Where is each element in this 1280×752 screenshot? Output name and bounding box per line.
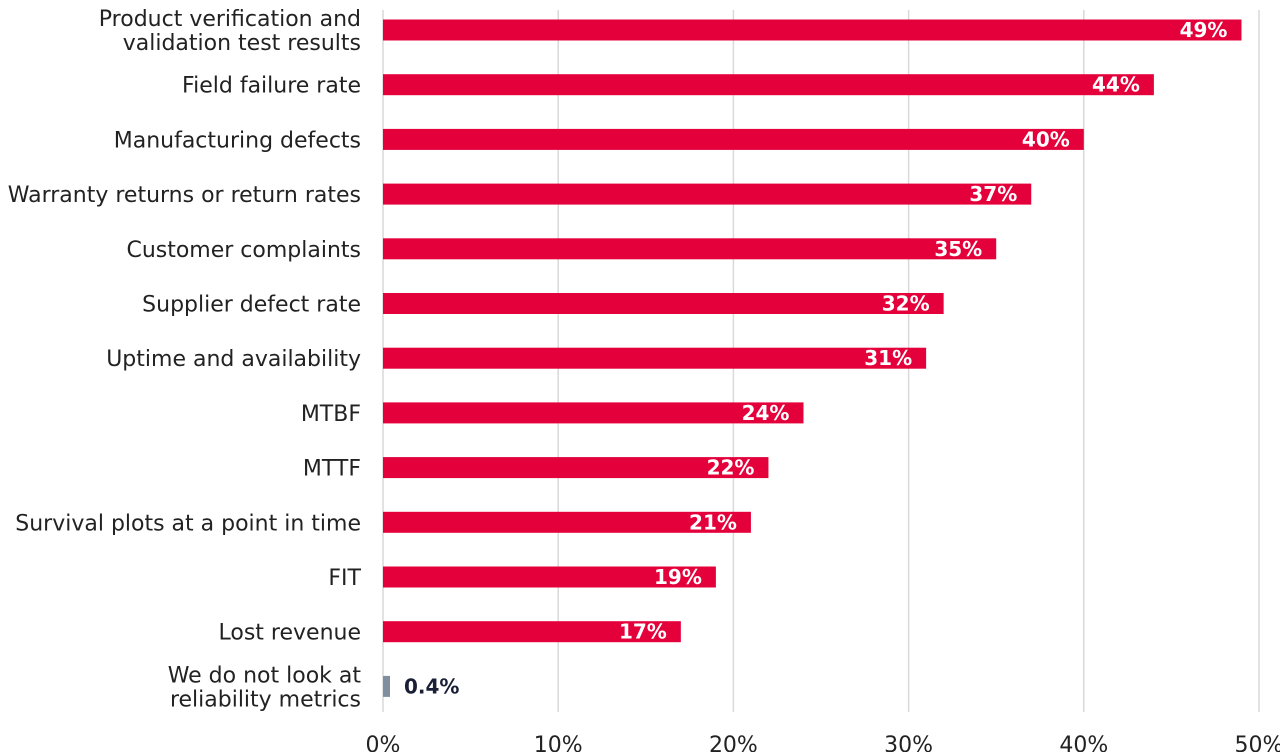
x-tick-label-20: 20% — [709, 733, 758, 752]
value-label-9: 21% — [689, 510, 737, 534]
bar-11 — [383, 621, 681, 643]
value-label-0: 49% — [1180, 18, 1228, 42]
category-label-7: MTBF — [301, 402, 361, 427]
category-label-9: Survival plots at a point in time — [15, 511, 361, 536]
category-label-4: Customer complaints — [126, 238, 361, 263]
value-label-4: 35% — [934, 237, 982, 261]
value-label-11: 17% — [619, 620, 667, 644]
bar-10 — [383, 566, 716, 588]
category-label-12: We do not look at reliability metrics — [168, 663, 362, 712]
bar-6 — [383, 347, 927, 369]
bar-8 — [383, 457, 769, 479]
category-label-2: Manufacturing defects — [114, 128, 361, 153]
value-label-8: 22% — [707, 456, 755, 480]
value-label-1: 44% — [1092, 73, 1140, 97]
bar-7 — [383, 402, 804, 424]
value-label-6: 31% — [864, 346, 912, 370]
category-label-10: FIT — [328, 566, 361, 591]
category-label-1: Field failure rate — [182, 74, 361, 99]
bar-1 — [383, 74, 1154, 96]
x-tick-label-0: 0% — [366, 733, 401, 752]
value-label-3: 37% — [969, 182, 1017, 206]
x-tick-label-30: 30% — [884, 733, 933, 752]
category-labels: Product verification and validation test … — [8, 7, 362, 712]
value-label-10: 19% — [654, 565, 702, 589]
category-label-8: MTTF — [303, 457, 361, 482]
value-label-7: 24% — [742, 401, 790, 425]
value-label-12: 0.4% — [404, 674, 459, 698]
x-axis-ticks: 0% 10% 20% 30% 40% 50% — [366, 733, 1280, 752]
category-label-3: Warranty returns or return rates — [8, 183, 361, 208]
x-tick-label-50: 50% — [1235, 733, 1280, 752]
bar-3 — [383, 183, 1032, 205]
value-label-2: 40% — [1022, 127, 1070, 151]
category-label-0: Product verification and validation test … — [99, 7, 361, 56]
category-label-6: Uptime and availability — [106, 347, 361, 372]
x-tick-label-10: 10% — [534, 733, 583, 752]
bar-5 — [383, 293, 944, 314]
bar-9 — [383, 511, 751, 533]
bar-12 — [383, 675, 391, 697]
category-label-5: Supplier defect rate — [142, 293, 361, 318]
bar-0 — [383, 19, 1242, 41]
bar-2 — [383, 128, 1084, 150]
category-label-11: Lost revenue — [219, 621, 361, 646]
x-tick-label-40: 40% — [1059, 733, 1108, 752]
bars: 49% 44% 40% 37% 35% 32% 31% 24% 22% 21% 19% 17% 0.4% — [383, 18, 1242, 698]
bar-4 — [383, 238, 997, 260]
value-label-5: 32% — [882, 292, 930, 316]
